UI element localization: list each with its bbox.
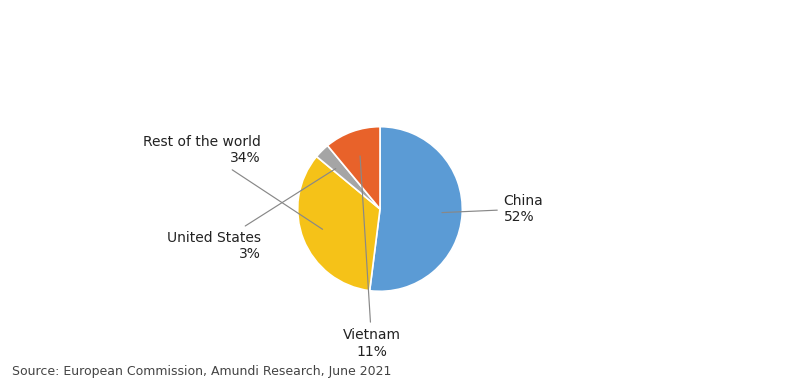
Text: Source: European Commission, Amundi Research, June 2021: Source: European Commission, Amundi Rese…: [12, 365, 391, 378]
Wedge shape: [298, 157, 380, 291]
Wedge shape: [327, 127, 380, 209]
Text: China
52%: China 52%: [442, 194, 543, 224]
Wedge shape: [317, 146, 380, 209]
Text: Vietnam
11%: Vietnam 11%: [342, 156, 401, 359]
Text: United States
3%: United States 3%: [166, 169, 336, 261]
Text: Origin of imports of 137 products for which the EU is dependent (in value): Origin of imports of 137 products for wh…: [109, 23, 691, 37]
Wedge shape: [370, 127, 462, 291]
Text: Rest of the world
34%: Rest of the world 34%: [142, 135, 322, 229]
